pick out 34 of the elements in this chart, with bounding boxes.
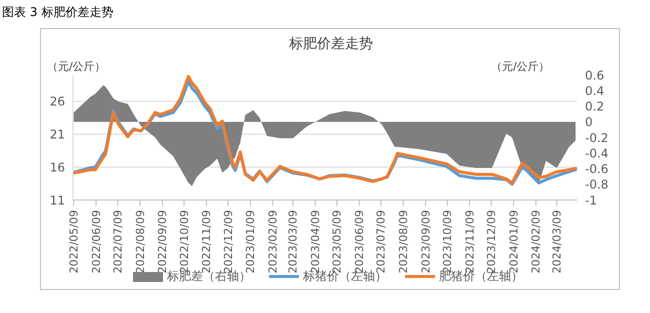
y-tick-label: 21 (50, 127, 65, 142)
y2-axis-title: （元/公斤） (491, 59, 550, 74)
x-tick-label: 2023/12/09 (485, 210, 498, 274)
y-axis-title: （元/公斤） (47, 59, 106, 74)
y-tick-label: 26 (50, 94, 65, 109)
x-tick-label: 2022/05/09 (68, 210, 81, 274)
y2-tick-label: -0.4 (585, 146, 608, 160)
x-tick-label: 2022/11/09 (200, 210, 214, 274)
y-tick-label: 11 (50, 193, 65, 208)
x-tick-label: 2022/06/09 (90, 210, 103, 274)
y-tick-label: 16 (50, 160, 65, 174)
y2-tick-label: 0 (585, 115, 593, 130)
x-tick-label: 2023/09/09 (419, 210, 432, 274)
y2-tick-label: -0.6 (585, 162, 608, 176)
y2-tick-label: -1 (585, 193, 597, 208)
x-tick-label: 2023/05/09 (330, 210, 344, 274)
x-tick-label: 2023/11/09 (463, 210, 476, 274)
x-tick-label: 2024/03/09 (550, 210, 564, 274)
y2-tick-label: 0.6 (585, 68, 604, 82)
x-tick-label: 2024/02/09 (530, 210, 543, 274)
x-tick-label: 2022/08/09 (134, 210, 147, 274)
y2-tick-label: 0.2 (585, 100, 604, 114)
x-tick-label: 2023/07/09 (374, 210, 388, 274)
x-tick-label: 2023/03/09 (286, 210, 300, 274)
x-tick-label: 2023/02/09 (266, 210, 280, 274)
x-tick-label: 2023/01/09 (244, 210, 258, 274)
y2-tick-label: -0.2 (585, 130, 608, 145)
x-tick-label: 2023/08/09 (397, 210, 410, 274)
y2-tick-label: -0.8 (585, 178, 608, 192)
x-tick-label: 2022/07/09 (112, 210, 125, 274)
x-tick-label: 2022/09/09 (156, 210, 170, 274)
y2-tick-label: 0.4 (585, 84, 604, 98)
chart-title: 标肥价差走势 (288, 35, 374, 53)
text: 图表 3 标肥价差走势 (2, 4, 114, 21)
